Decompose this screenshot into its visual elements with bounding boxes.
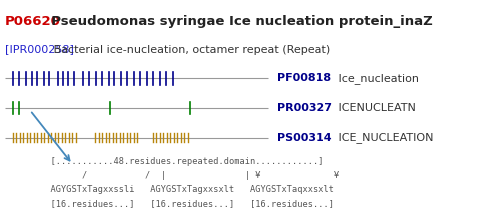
Text: Ice_nucleation: Ice_nucleation <box>335 73 419 84</box>
Text: P06620: P06620 <box>5 15 61 28</box>
Text: ICENUCLEATN: ICENUCLEATN <box>335 103 416 113</box>
Text: Pseudomonas syringae Ice nucleation protein_inaZ: Pseudomonas syringae Ice nucleation prot… <box>42 15 433 28</box>
Text: PS00314: PS00314 <box>278 133 332 143</box>
Text: [16.residues...]   [16.residues...]   [16.residues...]: [16.residues...] [16.residues...] [16.re… <box>40 199 334 208</box>
Text: PR00327: PR00327 <box>278 103 332 113</box>
Text: Bacterial ice-nucleation, octamer repeat (Repeat): Bacterial ice-nucleation, octamer repeat… <box>50 45 330 54</box>
Text: PF00818: PF00818 <box>278 73 332 84</box>
Text: [IPR000258]: [IPR000258] <box>5 45 74 54</box>
Text: /           /  |               | ¥              ¥: / / | | ¥ ¥ <box>40 171 339 180</box>
Text: [...........48.residues.repeated.domain............]: [...........48.residues.repeated.domain.… <box>40 158 324 166</box>
Text: ICE_NUCLEATION: ICE_NUCLEATION <box>335 132 434 143</box>
Text: AGYGSTxTagxxssli   AGYGSTxTagxxsxlt   AGYGSTxTaqxxsxlt: AGYGSTxTagxxssli AGYGSTxTagxxsxlt AGYGST… <box>40 185 334 194</box>
